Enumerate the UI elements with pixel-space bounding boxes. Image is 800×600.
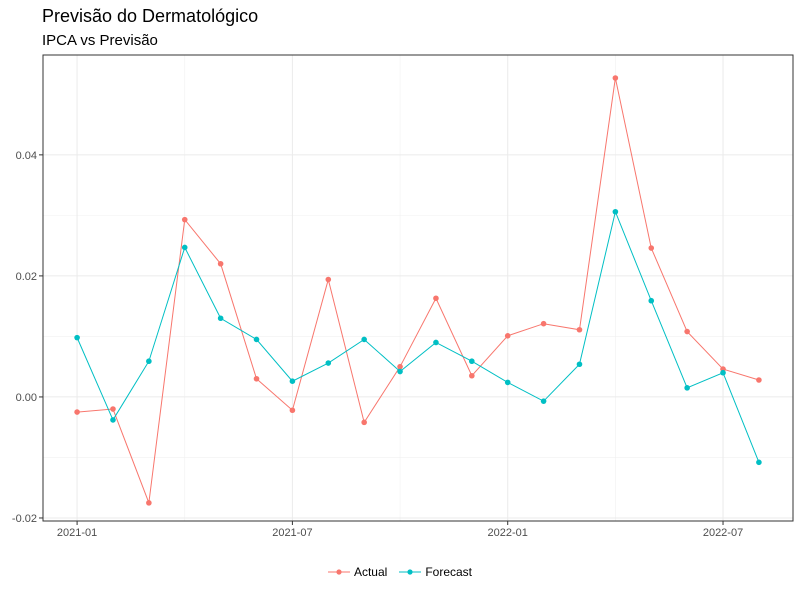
data-point-forecast [469,358,475,365]
data-point-forecast [181,244,188,251]
data-point-forecast [648,297,655,304]
data-point-forecast [504,379,511,386]
data-point-actual [684,328,690,335]
data-point-actual [397,363,403,370]
data-point-forecast [576,361,583,368]
data-point-actual [325,276,332,283]
legend-key-forecast [399,569,422,575]
data-point-forecast [684,385,690,391]
series-line-actual [77,77,760,504]
chart-subtitle: IPCA vs Previsão [42,32,158,49]
legend-key-actual [327,569,350,575]
data-point-actual [289,407,296,414]
data-point-actual [648,245,655,251]
legend-item-forecast: Forecast [399,565,472,579]
data-point-actual [253,375,260,382]
data-point-actual [612,75,619,81]
legend-label-actual: Actual [353,565,388,579]
legend-label-forecast: Forecast [425,565,473,579]
data-point-forecast [325,360,332,366]
y-tick-label: 0.04 [16,150,37,162]
data-point-actual [217,260,224,267]
data-point-forecast [217,315,224,322]
data-point-actual [469,372,475,379]
data-point-forecast [720,369,726,376]
data-point-forecast [110,417,116,423]
y-tick-label: 0.00 [16,392,37,404]
data-point-actual [756,377,762,383]
panel-border [42,54,794,522]
data-point-actual [433,295,439,302]
data-point-forecast [253,336,260,343]
data-point-forecast [361,336,367,343]
data-point-actual [504,333,511,339]
data-point-forecast [612,208,619,215]
chart-title: Previsão do Dermatológico [42,6,259,26]
data-point-forecast [289,378,296,385]
data-point-forecast [756,459,762,466]
data-point-actual [361,419,367,426]
data-point-actual [74,409,80,415]
data-point-actual [540,320,547,327]
data-point-forecast [74,334,80,341]
data-point-actual [110,406,116,412]
x-tick-label: 2022-01 [488,527,528,539]
legend-item-actual: Actual [327,565,388,579]
data-point-actual [146,500,152,506]
data-point-forecast [540,398,547,404]
data-point-actual [181,216,188,223]
y-tick-label: 0.02 [16,271,37,283]
x-tick-label: 2022-07 [703,527,743,539]
data-point-forecast [146,358,152,365]
series-line-forecast [76,210,760,463]
x-tick-label: 2021-07 [272,527,312,539]
y-tick-label: -0.02 [12,513,37,525]
data-point-forecast [397,368,403,375]
data-point-forecast [433,339,439,346]
legend: Actual Forecast [0,565,800,579]
data-point-actual [576,326,583,333]
x-tick-label: 2021-01 [57,527,97,539]
